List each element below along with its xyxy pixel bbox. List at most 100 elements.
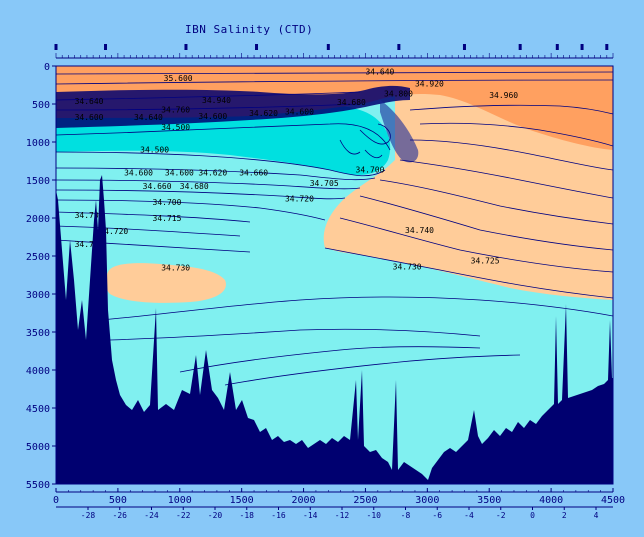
contour-label: 34.960 [489, 91, 518, 100]
latitude-tick-label: 4 [594, 511, 599, 520]
contour-label-text: 34.960 [489, 91, 518, 100]
latitude-tick-label: 2 [562, 511, 567, 520]
contour-label: 34.720 [285, 194, 314, 203]
contour-label: 34.715 [153, 214, 182, 223]
y-tick-label: 2000 [26, 214, 50, 225]
contour-label-text: 34.500 [140, 146, 169, 155]
contour-label-text: 34.640 [75, 97, 104, 106]
station-marker [462, 44, 466, 50]
contour-label: 34.700 [356, 165, 385, 174]
contour-labels: 35.60034.64034.92034.96034.64034.76034.9… [75, 67, 519, 272]
y-tick-label: 3500 [26, 328, 50, 339]
contour-label: 34.500 [140, 146, 169, 155]
contour-label-text: 34.730 [161, 263, 190, 272]
latitude-tick-label: -10 [367, 511, 382, 520]
latitude-tick-label: -12 [335, 511, 350, 520]
x-tick-label: 0 [53, 495, 59, 506]
latitude-tick-label: -26 [113, 511, 128, 520]
x-axis: 0 500 1000 1500 2000 2500 3000 3500 4000 4500 [53, 488, 625, 506]
contour-label: 34.660 [143, 182, 172, 191]
contour-label-text: 34.705 [75, 211, 104, 220]
contour-label: 34.600 [285, 108, 314, 117]
station-marker [518, 44, 522, 50]
x-tick-label: 1000 [168, 495, 192, 506]
contour-label-text: 34.500 [161, 123, 190, 132]
y-tick-label: 1000 [26, 138, 50, 149]
contour-label-text: 34.700 [153, 198, 182, 207]
contour-label-text: 34.600 [285, 108, 314, 117]
contour-label: 34.705 [310, 179, 339, 188]
station-marker [54, 44, 58, 50]
contour-label: 34.760 [161, 105, 190, 114]
contour-label-text: 34.620 [198, 168, 227, 177]
contour-label: 34.660 [239, 168, 268, 177]
contour-label-text: 34.620 [249, 109, 278, 118]
contour-label: 34.940 [202, 96, 231, 105]
contour-label: 34.600 [75, 113, 104, 122]
latitude-tick-label: -28 [81, 511, 96, 520]
y-tick-label: 2500 [26, 252, 50, 263]
contour-label-text: 34.705 [310, 179, 339, 188]
x-tick-label: 3500 [477, 495, 501, 506]
plot-frame [55, 65, 614, 485]
contour-label: 35.600 [164, 74, 193, 83]
latitude-axis: -28 -26 -24 -22 -20 -18 -16 -14 -12 -10 -8 -6 -4 -2 0 2… [56, 506, 613, 520]
station-marker [184, 44, 188, 50]
y-tick-label: 5500 [26, 480, 50, 491]
contour-label-text: 34.600 [165, 168, 194, 177]
contour-label-text: 34.600 [198, 112, 227, 121]
contour-label: 34.640 [75, 97, 104, 106]
contour-label-text: 35.600 [164, 74, 193, 83]
y-tick-label: 4500 [26, 404, 50, 415]
contour-label: 34.680 [337, 98, 366, 107]
x-tick-label: 4000 [539, 495, 563, 506]
contour-label-text: 34.660 [143, 182, 172, 191]
contour-label: 34.500 [161, 123, 190, 132]
contour-label-text: 34.920 [415, 80, 444, 89]
contour-label-text: 34.680 [337, 98, 366, 107]
x-tick-label: 2000 [292, 495, 316, 506]
contour-label-text: 34.600 [75, 113, 104, 122]
contour-label-text: 34.725 [75, 240, 104, 249]
station-marker [326, 44, 330, 50]
contour-label-text: 34.680 [180, 182, 209, 191]
contour-label: 34.725 [471, 257, 500, 266]
x-tick-label: 1500 [230, 495, 254, 506]
contour-label-text: 34.640 [365, 67, 394, 76]
contour-label: 34.620 [249, 109, 278, 118]
x-tick-label: 2500 [353, 495, 377, 506]
contour-label-text: 34.940 [202, 96, 231, 105]
contour-label-text: 34.760 [161, 105, 190, 114]
mixing-column [380, 100, 419, 163]
surface-salty-band [56, 66, 613, 150]
contour-label: 34.720 [99, 227, 128, 236]
y-tick-label: 500 [32, 100, 50, 111]
contour-label: 34.640 [134, 113, 163, 122]
contour-label-text: 34.725 [471, 257, 500, 266]
contour-label: 34.600 [124, 168, 153, 177]
contour-label-text: 34.640 [134, 113, 163, 122]
contour-label: 34.705 [75, 211, 104, 220]
y-tick-label: 4000 [26, 366, 50, 377]
y-tick-label: 0 [44, 62, 50, 73]
latitude-tick-label: -24 [144, 511, 159, 520]
contour-label-text: 34.740 [405, 226, 434, 235]
latitude-tick-label: -2 [496, 511, 506, 520]
contour-label: 34.725 [75, 240, 104, 249]
contour-label-text: 34.700 [356, 165, 385, 174]
x-tick-label: 3000 [415, 495, 439, 506]
contour-label-text: 34.800 [384, 89, 413, 98]
latitude-tick-label: -4 [464, 511, 474, 520]
latitude-tick-label: 0 [530, 511, 535, 520]
contour-label: 34.700 [153, 198, 182, 207]
contour-label: 34.800 [384, 89, 413, 98]
latitude-tick-label: -18 [240, 511, 255, 520]
station-marker [580, 44, 584, 50]
top-axis [54, 44, 614, 59]
y-tick-label: 1500 [26, 176, 50, 187]
y-tick-label: 5000 [26, 442, 50, 453]
x-tick-label: 4500 [601, 495, 625, 506]
y-tick-label: 3000 [26, 290, 50, 301]
contour-label-text: 34.715 [153, 214, 182, 223]
